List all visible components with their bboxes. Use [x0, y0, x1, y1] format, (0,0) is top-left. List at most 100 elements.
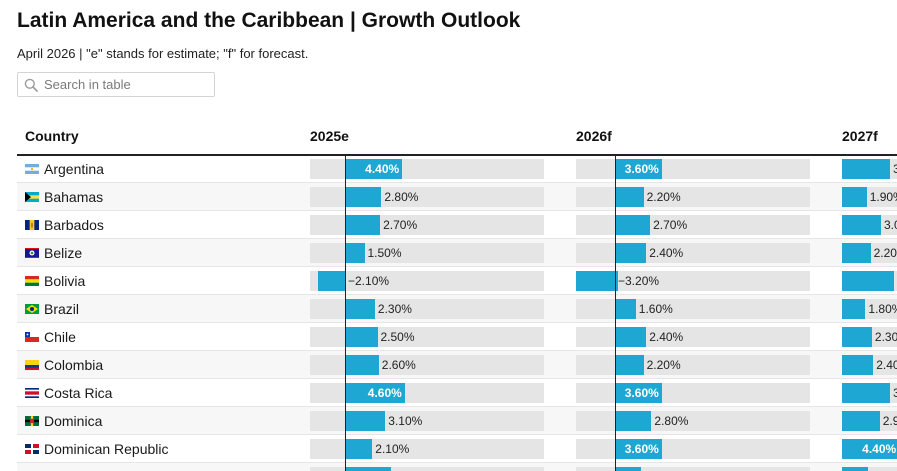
table-row: Argentina 4.40% 3.60% 3.70% [17, 155, 897, 183]
column-header-2025e[interactable]: 2025e [310, 128, 349, 144]
value-cell-2025e: 3.10% [310, 407, 544, 435]
bar-track [576, 243, 810, 263]
value-cell-2025e: 4.40% [310, 155, 544, 183]
bar-track [576, 215, 810, 235]
column-header-2026f[interactable]: 2026f [576, 128, 612, 144]
zero-line [615, 407, 616, 435]
zero-line [345, 155, 346, 183]
value-bar [345, 439, 373, 459]
country-cell: Colombia [25, 351, 103, 378]
value-label: 3.60% [624, 386, 659, 400]
search-input[interactable] [44, 75, 209, 94]
value-bar [345, 467, 391, 471]
value-bar [345, 327, 378, 347]
value-label: 3.70% [893, 162, 897, 176]
value-cell-2025e: 2.70% [310, 211, 544, 239]
value-cell-2026f: 3.60% [576, 379, 810, 407]
zero-line [345, 211, 346, 239]
colombia-flag-icon [25, 359, 39, 370]
country-name: Bolivia [44, 272, 86, 289]
value-bar [615, 383, 662, 403]
value-cell-2027f: 1.90% [842, 187, 897, 207]
value-label: 2.70% [653, 218, 688, 232]
value-bar [345, 299, 375, 319]
barbados-flag-icon [25, 219, 39, 230]
country-name: Belize [44, 244, 83, 261]
value-bar [615, 159, 662, 179]
bar-track [576, 271, 810, 291]
value-bar [576, 271, 618, 291]
value-cell-2025e: 1.50% [310, 239, 544, 267]
value-bar [615, 355, 644, 375]
value-bar [615, 187, 644, 207]
value-label: 2.50% [380, 330, 415, 344]
bolivia-flag-icon [25, 275, 39, 286]
country-cell: Bahamas [25, 183, 103, 210]
table-row: Barbados 2.70% 2.70% 3.00% [17, 211, 897, 239]
value-cell-2027f: 4.00% [842, 271, 897, 291]
value-bar [615, 439, 662, 459]
value-label: 1.60% [638, 302, 673, 316]
table-row: Costa Rica 4.60% 3.60% 3.70% [17, 379, 897, 407]
value-bar [345, 355, 379, 375]
table-row: Bolivia −2.10% −3.20% 4.00% [17, 267, 897, 295]
table-row: Chile 2.50% 2.40% 2.30% [17, 323, 897, 351]
growth-table: Country 2025e 2026f 2027f Argentina 4.40%… [17, 118, 897, 471]
zero-line [345, 183, 346, 211]
zero-line [615, 463, 616, 471]
country-name: Chile [44, 328, 76, 345]
country-cell: Belize [25, 239, 82, 266]
value-bar [345, 215, 381, 235]
zero-line [615, 183, 616, 211]
value-label: 2.30% [874, 330, 897, 344]
value-label: 2.60% [381, 358, 416, 372]
column-header-country[interactable]: Country [25, 128, 79, 144]
value-cell-2026f: 2.40% [576, 239, 810, 267]
value-label: 2.90% [882, 414, 897, 428]
value-label: 2.80% [384, 190, 419, 204]
value-cell-2025e: 2.50% [310, 323, 544, 351]
value-label: 2.20% [646, 358, 681, 372]
value-label: 4.40% [365, 162, 400, 176]
value-cell-2025e: 2.30% [310, 295, 544, 323]
value-bar [842, 243, 871, 263]
value-cell-2026f: 3.60% [576, 435, 810, 463]
country-name: Brazil [44, 300, 80, 317]
value-cell-2027f: 2.40% [842, 355, 897, 375]
value-bar [345, 383, 405, 403]
brazil-flag-icon [25, 303, 39, 314]
search-box[interactable] [17, 72, 215, 97]
value-label: 2.30% [377, 302, 412, 316]
bar-track [576, 383, 810, 403]
value-label: 2.20% [873, 246, 897, 260]
value-bar [842, 355, 874, 375]
value-label: 1.90% [869, 190, 897, 204]
value-label: 2.80% [654, 414, 689, 428]
bar-track [576, 159, 810, 179]
bar-track [576, 355, 810, 375]
country-name: Argentina [44, 160, 104, 177]
value-bar [842, 467, 868, 471]
value-cell-2027f: 4.40% [842, 439, 897, 459]
value-cell-2026f: 2.20% [576, 183, 810, 211]
dominica-flag-icon [25, 415, 39, 426]
value-cell-2027f: 2.30% [842, 327, 897, 347]
column-header-2027f[interactable]: 2027f [842, 128, 878, 144]
dominican-republic-flag-icon [25, 443, 39, 454]
value-bar [345, 243, 365, 263]
country-cell: Bolivia [25, 267, 85, 294]
value-label: −3.20% [618, 274, 660, 288]
value-cell-2027f: 1.80% [842, 299, 897, 319]
country-cell: Barbados [25, 211, 104, 238]
zero-line [345, 435, 346, 463]
value-bar [615, 243, 647, 263]
value-bar [842, 411, 880, 431]
country-cell: Brazil [25, 295, 79, 322]
zero-line [615, 267, 616, 295]
country-cell: Costa Rica [25, 379, 112, 406]
bar-track [842, 467, 897, 471]
country-cell: Argentina [25, 155, 104, 182]
costa-rica-flag-icon [25, 387, 39, 398]
value-bar [842, 187, 867, 207]
bar-track [576, 439, 810, 459]
